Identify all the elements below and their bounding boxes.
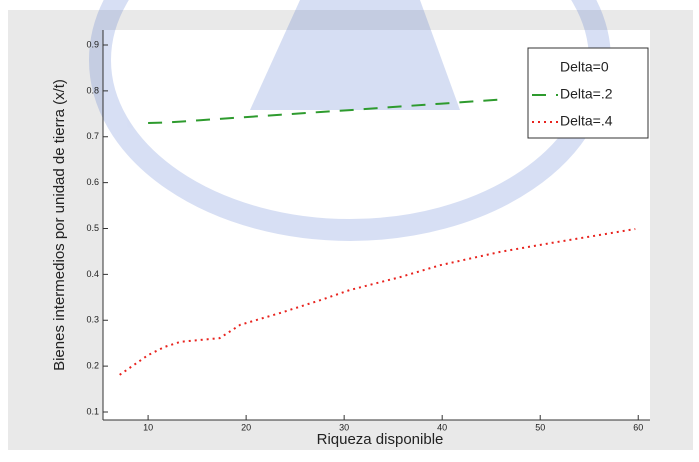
y-tick-label: 0.8	[86, 85, 99, 95]
x-tick-label: 60	[633, 422, 643, 432]
y-tick-label: 0.2	[86, 361, 99, 371]
y-tick-label: 0.1	[86, 406, 99, 416]
y-tick-label: 0.9	[86, 39, 99, 49]
legend-label: Delta=.4	[560, 113, 613, 129]
y-tick-label: 0.3	[86, 315, 99, 325]
x-tick-label: 40	[437, 422, 447, 432]
y-tick-label: 0.5	[86, 223, 99, 233]
y-tick-label: 0.6	[86, 177, 99, 187]
legend-label: Delta=.2	[560, 86, 613, 102]
page: {"chart_data": {"type": "line", "x_label…	[0, 0, 699, 457]
legend-label: Delta=0	[560, 59, 609, 75]
chart: Riqueza disponible Bienes intermedios po…	[0, 0, 699, 457]
x-axis-label: Riqueza disponible	[317, 431, 444, 448]
x-tick-label: 10	[143, 422, 153, 432]
x-tick-label: 30	[339, 422, 349, 432]
x-tick-label: 50	[535, 422, 545, 432]
y-axis-label: Bienes intermedios por unidad de tierra …	[51, 79, 68, 371]
y-tick-label: 0.4	[86, 269, 99, 279]
x-tick-label: 20	[241, 422, 251, 432]
y-tick-label: 0.7	[86, 131, 99, 141]
